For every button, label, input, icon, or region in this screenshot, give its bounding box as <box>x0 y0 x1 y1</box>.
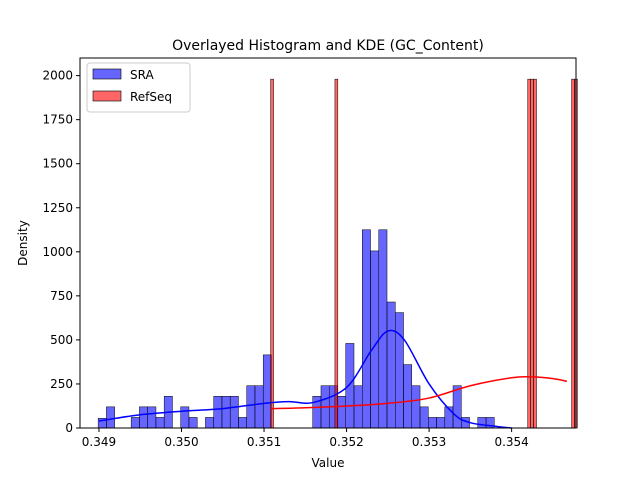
x-tick-label-0: 0.349 <box>82 435 116 449</box>
plot-area <box>97 78 578 429</box>
bar-sra-38 <box>411 385 421 429</box>
bar-refseq-88 <box>527 78 531 429</box>
x-tick-label-2: 0.351 <box>247 435 281 449</box>
bar-refseq-103 <box>571 78 575 429</box>
x-axis: 0.349 0.350 0.351 0.352 0.353 0.354 <box>82 428 529 449</box>
kde-line-refseq <box>270 375 568 410</box>
bar-refseq-22 <box>334 78 339 429</box>
bar-sra-43 <box>452 385 462 429</box>
bar-refseq-90 <box>533 78 537 429</box>
y-axis: 0 250 500 750 1000 1250 1500 1750 2000 <box>42 69 80 435</box>
x-tick-label-5: 0.354 <box>494 435 528 449</box>
bar-sra-16 <box>229 396 239 429</box>
bar-sra-10 <box>180 406 190 429</box>
bar-refseq-0 <box>270 78 274 429</box>
y-tick-label-8: 2000 <box>42 69 73 83</box>
chart-title: Overlayed Histogram and KDE (GC_Content) <box>172 38 484 54</box>
bar-sra-31 <box>353 385 363 429</box>
x-axis-label: Value <box>312 456 345 470</box>
plot-frame <box>79 57 577 429</box>
legend: SRA RefSeq <box>86 62 191 113</box>
bar-sra-29 <box>337 396 346 429</box>
bar-sra-36 <box>395 312 404 429</box>
bar-sra-46 <box>477 417 487 429</box>
bar-sra-40 <box>428 417 437 429</box>
bar-sra-39 <box>419 406 429 429</box>
y-tick-label-0: 0 <box>65 421 73 435</box>
bar-sra-34 <box>378 229 388 429</box>
bar-sra-20 <box>262 354 272 429</box>
bar-sra-37 <box>403 364 413 429</box>
bar-sra-6 <box>147 406 157 429</box>
x-tick-label-1: 0.350 <box>164 435 198 449</box>
bar-sra-18 <box>246 385 256 429</box>
bar-sra-32 <box>361 229 371 429</box>
legend-swatch-sra <box>92 68 122 80</box>
bars-layer <box>97 78 578 429</box>
kde-layer <box>98 329 568 429</box>
kde-line-sra <box>98 329 512 429</box>
bar-sra-1 <box>106 406 115 429</box>
y-tick-label-2: 500 <box>50 333 73 347</box>
y-tick-label-3: 750 <box>50 289 73 303</box>
bar-sra-5 <box>139 406 148 429</box>
bar-sra-35 <box>386 301 396 429</box>
x-tick-label-4: 0.353 <box>412 435 446 449</box>
bar-sra-13 <box>205 417 214 429</box>
legend-label-sra: SRA <box>130 68 154 82</box>
bar-sra-33 <box>370 250 380 429</box>
bar-sra-30 <box>345 343 355 429</box>
y-axis-label: Density <box>16 220 30 266</box>
bar-sra-7 <box>155 417 165 429</box>
legend-label-refseq: RefSeq <box>130 90 172 104</box>
x-tick-label-3: 0.352 <box>329 435 363 449</box>
y-tick-label-7: 1750 <box>42 113 73 127</box>
y-tick-label-5: 1250 <box>42 201 73 215</box>
bar-sra-15 <box>221 396 231 429</box>
bar-refseq-89 <box>530 78 534 429</box>
bar-sra-17 <box>238 417 247 429</box>
y-tick-label-4: 1000 <box>42 245 73 259</box>
bar-sra-4 <box>130 417 140 429</box>
bar-sra-14 <box>213 396 223 429</box>
legend-swatch-refseq <box>92 90 122 102</box>
bar-sra-41 <box>436 417 446 429</box>
bar-sra-19 <box>254 385 264 429</box>
y-tick-label-6: 1500 <box>42 157 73 171</box>
bar-sra-11 <box>188 417 198 429</box>
y-tick-label-1: 250 <box>50 377 73 391</box>
